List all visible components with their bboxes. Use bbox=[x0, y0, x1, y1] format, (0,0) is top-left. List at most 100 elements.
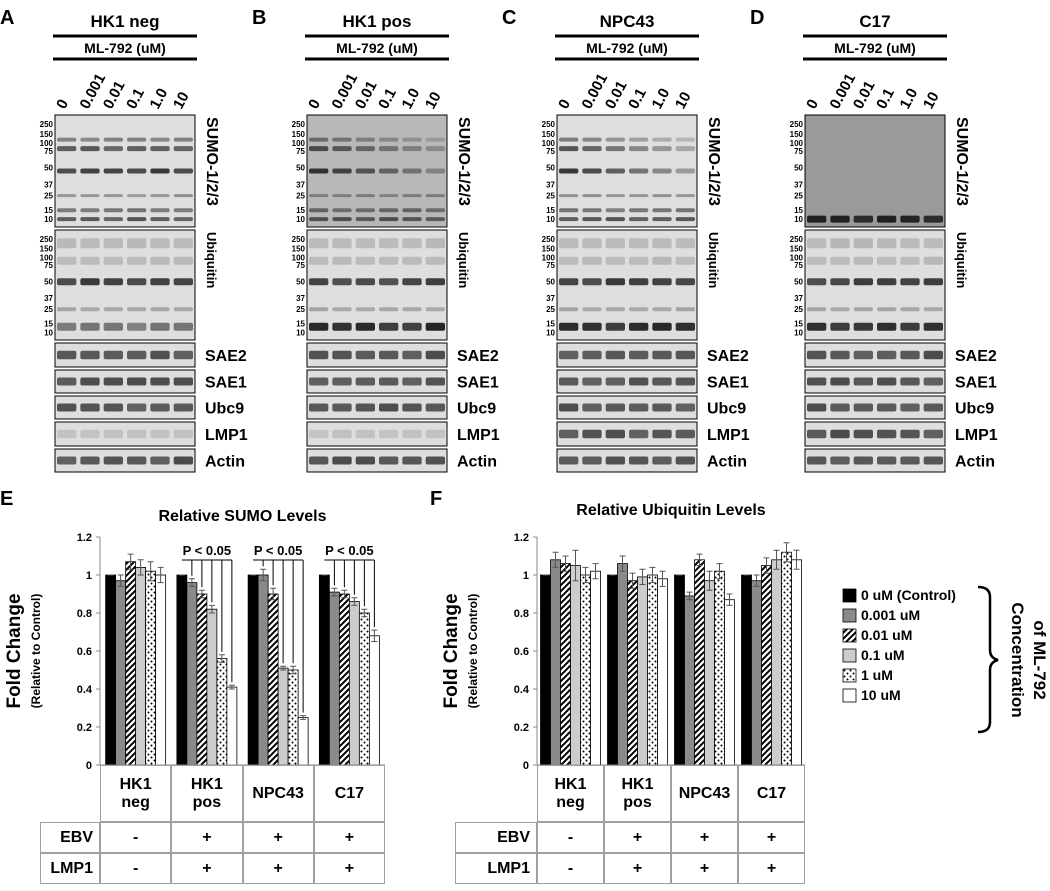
band bbox=[309, 322, 329, 331]
mw-marker: 10 bbox=[296, 215, 305, 224]
band bbox=[900, 256, 920, 265]
error-bar bbox=[188, 578, 195, 587]
mw-marker: 37 bbox=[296, 180, 305, 189]
band bbox=[103, 194, 123, 198]
band bbox=[877, 322, 897, 331]
band bbox=[629, 217, 649, 222]
panel-letter: B bbox=[252, 7, 266, 29]
protein-label: LMP1 bbox=[707, 427, 750, 444]
blot: SAE2 bbox=[54, 342, 247, 368]
mw-marker: 10 bbox=[794, 215, 803, 224]
blot: LMP1 bbox=[306, 421, 500, 447]
band bbox=[173, 307, 193, 312]
band bbox=[652, 307, 672, 312]
error-bar bbox=[137, 559, 144, 576]
band bbox=[877, 377, 897, 386]
bar bbox=[771, 559, 782, 766]
band bbox=[900, 322, 920, 331]
legend-title: of ML-792 bbox=[1030, 620, 1049, 699]
condition-cell: + bbox=[738, 853, 805, 884]
legend-label: 0.1 uM bbox=[861, 647, 905, 663]
mw-marker: 25 bbox=[546, 192, 555, 201]
band bbox=[150, 307, 170, 312]
mw-marker: 50 bbox=[296, 278, 305, 287]
mw-marker: 25 bbox=[794, 192, 803, 201]
band bbox=[355, 238, 375, 249]
band bbox=[923, 429, 943, 439]
concentration-label: 0 bbox=[305, 97, 324, 112]
bar bbox=[196, 593, 208, 766]
band bbox=[675, 322, 695, 331]
error-bar bbox=[341, 589, 348, 599]
band bbox=[103, 456, 123, 465]
error-bar bbox=[686, 591, 693, 601]
legend-swatch bbox=[842, 648, 857, 663]
bar bbox=[724, 599, 735, 766]
error-bar bbox=[127, 553, 134, 570]
y-axis-label: Fold Change bbox=[4, 593, 25, 708]
band bbox=[807, 456, 827, 465]
error-bar bbox=[696, 553, 703, 566]
error-bar bbox=[773, 549, 780, 570]
band bbox=[103, 217, 123, 222]
band bbox=[652, 278, 672, 286]
condition-cell: + bbox=[313, 822, 385, 853]
band bbox=[127, 208, 147, 213]
band bbox=[355, 168, 375, 174]
band bbox=[173, 322, 193, 331]
protein-label: Ubc9 bbox=[955, 401, 994, 418]
mw-marker: 10 bbox=[44, 328, 53, 337]
band bbox=[150, 429, 170, 439]
mw-marker: 25 bbox=[296, 305, 305, 314]
protein-label: SAE1 bbox=[457, 375, 499, 392]
band bbox=[559, 307, 579, 312]
band bbox=[629, 208, 649, 213]
band bbox=[425, 456, 445, 465]
band bbox=[559, 194, 579, 198]
error-bar bbox=[157, 566, 164, 584]
band bbox=[379, 456, 399, 465]
blot: SAE1 bbox=[54, 369, 247, 394]
bar bbox=[115, 580, 127, 766]
band bbox=[652, 217, 672, 222]
blot-membrane bbox=[556, 342, 698, 368]
bar bbox=[186, 582, 198, 766]
band bbox=[605, 256, 625, 265]
band bbox=[605, 194, 625, 198]
band bbox=[402, 403, 422, 412]
band bbox=[332, 377, 352, 386]
condition-cell: + bbox=[604, 822, 671, 853]
band bbox=[652, 238, 672, 249]
mw-marker: 15 bbox=[44, 206, 53, 215]
band bbox=[57, 456, 77, 465]
mw-marker: 75 bbox=[794, 147, 803, 156]
blot-membrane bbox=[804, 229, 946, 341]
error-bar bbox=[351, 597, 358, 606]
band bbox=[402, 377, 422, 386]
band bbox=[923, 238, 943, 249]
concentration-label: 10 bbox=[920, 89, 943, 112]
band bbox=[150, 377, 170, 386]
concentration-label: 0.1 bbox=[625, 85, 650, 111]
protein-label: Ubiquitin bbox=[456, 232, 471, 288]
band bbox=[127, 278, 147, 286]
y-tick-label: 0.8 bbox=[514, 608, 529, 620]
mw-marker: 150 bbox=[292, 245, 306, 254]
band bbox=[853, 403, 873, 412]
band bbox=[150, 350, 170, 360]
band bbox=[57, 256, 77, 265]
blot-membrane bbox=[306, 369, 448, 394]
blot-membrane bbox=[54, 395, 196, 420]
chart-title: Relative Ubiquitin Levels bbox=[576, 502, 765, 519]
legend-label: 0.001 uM bbox=[861, 607, 920, 623]
band bbox=[425, 137, 445, 142]
band bbox=[582, 429, 602, 439]
band bbox=[127, 217, 147, 222]
annotation: P < 0.05 bbox=[254, 543, 303, 558]
mw-marker: 75 bbox=[296, 261, 305, 270]
band bbox=[173, 194, 193, 198]
y-tick-label: 0.4 bbox=[77, 684, 93, 696]
band bbox=[332, 429, 352, 439]
band bbox=[57, 194, 77, 198]
